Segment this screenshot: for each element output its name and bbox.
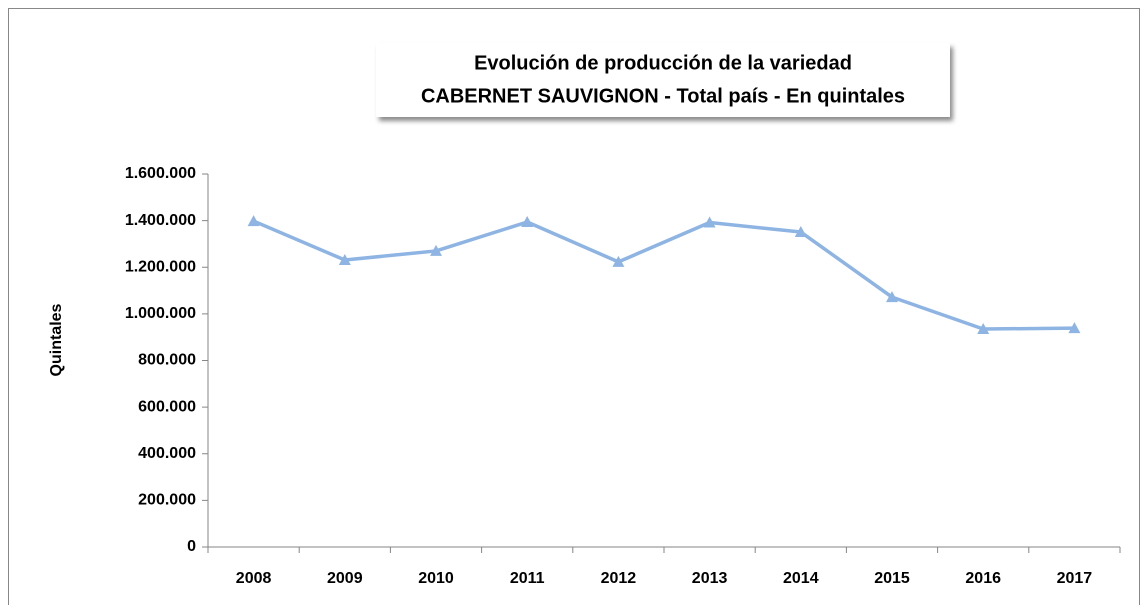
data-marker xyxy=(430,244,442,256)
x-tick-label: 2015 xyxy=(874,570,910,587)
x-tick-label: 2009 xyxy=(327,570,363,587)
x-tick-label: 2010 xyxy=(418,570,454,587)
data-marker xyxy=(1068,322,1081,334)
data-marker xyxy=(338,254,351,266)
x-tick-label: 2008 xyxy=(236,570,272,587)
y-tick-label: 200.000 xyxy=(138,492,196,509)
data-marker xyxy=(703,216,716,228)
y-axis-label: Quintales xyxy=(48,303,65,376)
x-tick-label: 2014 xyxy=(783,570,819,587)
y-tick-label: 1.000.000 xyxy=(125,305,196,322)
y-tick-label: 1.400.000 xyxy=(125,212,196,229)
chart-title: Evolución de producción de la variedad xyxy=(474,52,852,74)
y-tick-label: 800.000 xyxy=(138,352,196,369)
title-box xyxy=(376,43,950,117)
x-tick-label: 2012 xyxy=(601,570,637,587)
data-marker xyxy=(247,215,260,227)
y-tick-label: 1.200.000 xyxy=(125,258,196,275)
data-marker xyxy=(521,216,534,228)
data-marker xyxy=(794,226,807,238)
y-tick-label: 600.000 xyxy=(138,398,196,415)
x-tick-label: 2011 xyxy=(510,570,545,587)
chart-subtitle: CABERNET SAUVIGNON - Total país - En qui… xyxy=(421,85,905,107)
data-line xyxy=(252,219,1075,331)
x-tick-label: 2013 xyxy=(692,570,728,587)
y-tick-label: 1.600.000 xyxy=(125,165,196,182)
y-tick-label: 400.000 xyxy=(138,445,196,462)
x-tick-label: 2016 xyxy=(965,570,1001,587)
data-marker xyxy=(886,291,898,303)
data-marker xyxy=(612,255,625,267)
x-tick-label: 2017 xyxy=(1057,570,1093,587)
y-tick-label: 0 xyxy=(187,538,196,555)
data-marker xyxy=(977,323,990,335)
